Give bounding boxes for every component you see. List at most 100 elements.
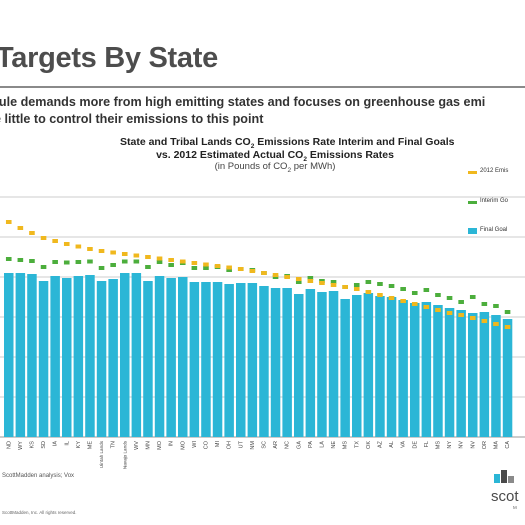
final-goal-bar — [491, 315, 501, 437]
legend-label-interim: Interim Go — [480, 198, 509, 204]
actual-2012-marker — [469, 316, 476, 320]
actual-2012-marker — [295, 277, 302, 281]
actual-2012-marker — [353, 287, 360, 291]
actual-2012-marker — [319, 281, 325, 285]
final-goal-bar — [131, 273, 142, 437]
final-goal-bar — [444, 308, 455, 437]
interim-goal-marker — [435, 293, 441, 297]
interim-goal-marker — [75, 260, 82, 264]
actual-2012-marker — [446, 311, 453, 315]
final-goal-bar — [398, 300, 408, 437]
x-tick-label: WI — [192, 441, 198, 448]
interim-goal-marker — [481, 302, 488, 306]
actual-2012-marker — [342, 285, 348, 289]
final-goal-bar — [328, 291, 339, 437]
final-goal-bar — [212, 282, 223, 437]
chart-units: (in Pounds of CO2 per MWh) — [120, 161, 430, 174]
x-tick-label: NC — [285, 441, 291, 449]
x-tick-label: Uintah Lands — [99, 440, 104, 468]
actual-2012-marker — [400, 299, 406, 303]
interim-goal-marker — [307, 276, 314, 280]
chart-title-2-pre: vs. 2012 Estimated Actual CO — [156, 149, 304, 161]
x-tick-label: MN — [145, 441, 151, 450]
x-tick-label: MO — [157, 440, 163, 450]
x-tick-label: MO — [180, 440, 186, 450]
final-goal-bar — [259, 286, 269, 437]
x-tick-label: TN — [111, 441, 117, 448]
x-tick-label: NV — [459, 441, 465, 449]
x-tick-label: KY — [76, 441, 82, 449]
x-tick-label: VA — [401, 441, 407, 448]
x-tick-label: ME — [87, 441, 93, 450]
x-tick-label: IL — [64, 441, 70, 446]
x-tick-label: ND — [6, 441, 12, 449]
actual-2012-marker — [17, 226, 24, 230]
page-title: Targets By State — [0, 42, 218, 74]
title-divider — [0, 86, 525, 88]
x-tick-label: AR — [273, 441, 279, 449]
legend-label-final: Final Goal — [480, 227, 508, 233]
final-goal-bar — [15, 273, 26, 437]
actual-2012-marker — [249, 269, 256, 273]
final-goal-bar — [224, 284, 234, 437]
interim-goal-marker — [168, 263, 174, 267]
final-goal-bar — [305, 289, 316, 437]
actual-2012-marker — [52, 239, 58, 243]
interim-goal-marker — [191, 266, 198, 270]
interim-goal-marker — [5, 257, 12, 261]
final-goal-bar — [294, 294, 304, 437]
x-tick-label: LA — [319, 441, 325, 448]
actual-2012-marker — [40, 236, 47, 240]
actual-2012-marker — [365, 290, 372, 294]
actual-2012-marker — [191, 261, 198, 265]
actual-2012-marker — [214, 264, 221, 268]
final-goal-bar — [120, 273, 130, 437]
final-goal-bar — [410, 303, 420, 437]
final-goal-bar — [73, 276, 84, 437]
chart-title-2-post: Emissions Rates — [306, 149, 394, 161]
actual-2012-marker — [261, 271, 267, 275]
emissions-chart: ND WY KS SD IA IL KY ME Uintah Lands TN Navajo Lan… — [0, 196, 525, 469]
x-tick-label: AL — [389, 441, 395, 448]
actual-2012-marker — [87, 247, 93, 251]
x-tick-label: WY — [18, 441, 24, 450]
final-goal-bar — [62, 278, 72, 437]
interim-goal-marker — [133, 259, 140, 264]
actual-2012-marker — [330, 283, 337, 287]
actual-2012-marker — [435, 308, 441, 312]
x-tick-label: SC — [261, 441, 267, 449]
logo-tagline: M — [513, 505, 517, 510]
legend-swatch-final — [468, 228, 477, 234]
interim-goal-marker — [458, 300, 464, 304]
x-tick-label: CO — [203, 440, 209, 449]
interim-goal-marker — [87, 259, 93, 264]
interim-goal-marker — [493, 304, 499, 308]
x-tick-label: DE — [412, 441, 418, 449]
chart-title-1-post: Emissions Rate Interim and Final Goals — [254, 136, 455, 148]
interim-goal-marker — [377, 282, 383, 286]
x-tick-label: UT — [238, 440, 244, 448]
interim-goal-marker — [63, 260, 70, 265]
final-goal-bar — [317, 292, 327, 437]
final-goal-bar — [375, 296, 385, 437]
interim-goal-marker — [388, 284, 395, 288]
actual-2012-marker — [493, 322, 499, 326]
chart-title-1-sub: 2 — [250, 143, 255, 151]
x-tick-label: MA — [493, 441, 499, 450]
actual-2012-marker — [156, 256, 163, 261]
interim-goal-marker — [40, 265, 47, 269]
interim-goal-marker — [365, 280, 372, 284]
final-goal-bar — [50, 276, 60, 437]
x-tick-label: NV — [470, 441, 476, 449]
interim-goal-marker — [504, 310, 511, 314]
final-goal-bar — [352, 295, 362, 437]
legend-label-actual: 2012 Emis — [480, 168, 509, 174]
chart-title-2-sub: 2 — [303, 156, 307, 164]
interim-goal-marker — [98, 266, 105, 270]
actual-2012-marker — [133, 253, 140, 258]
actual-2012-marker — [504, 325, 511, 329]
x-tick-label: AZ — [377, 440, 383, 448]
final-goal-bar — [108, 279, 118, 437]
actual-2012-marker — [388, 296, 395, 300]
